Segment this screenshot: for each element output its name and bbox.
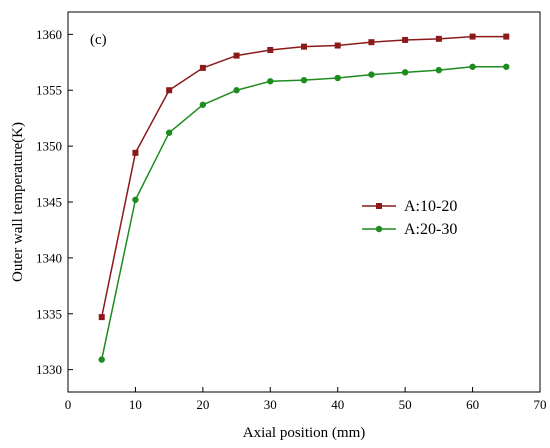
data-point [368, 71, 375, 78]
series-0 [98, 33, 510, 321]
data-point [503, 33, 510, 40]
data-point [166, 87, 173, 94]
data-point [401, 69, 409, 76]
data-point [469, 63, 476, 70]
data-point [98, 356, 105, 363]
data-point [334, 74, 341, 82]
data-point [300, 76, 308, 84]
plot-frame [67, 11, 541, 393]
panel-label: (c) [90, 32, 107, 48]
y-tick-label: 1335 [36, 306, 62, 321]
data-point [267, 78, 274, 85]
data-point [503, 63, 510, 70]
x-tick-label: 50 [399, 397, 412, 412]
data-point [267, 47, 274, 53]
data-point [199, 101, 207, 108]
x-tick-label: 10 [129, 397, 142, 412]
y-tick-label: 1355 [36, 83, 62, 98]
x-tick-label: 20 [196, 397, 209, 412]
x-tick-label: 40 [331, 397, 344, 412]
axis-ticks: 0 10 20 30 40 50 60 70 1330 1335 1340 1345 1350 1355 1… [36, 27, 547, 412]
x-tick-label: 70 [534, 397, 547, 412]
y-tick-label: 1350 [36, 139, 62, 154]
y-axis-title: Outer wall temperature(K) [10, 122, 26, 282]
data-point [98, 314, 105, 321]
data-point [233, 52, 240, 59]
y-tick-label: 1345 [36, 195, 62, 210]
data-point [469, 33, 476, 40]
series-layer [98, 33, 510, 363]
data-point [165, 129, 173, 136]
data-point [233, 87, 240, 94]
data-point [132, 196, 139, 203]
data-point [334, 42, 341, 49]
x-tick-label: 0 [65, 397, 72, 412]
legend-marker-1 [375, 225, 383, 233]
legend: A:10-20 A:20-30 [362, 198, 457, 238]
legend-marker-0 [376, 203, 382, 209]
data-point [368, 39, 375, 46]
legend-label-0: A:10-20 [404, 198, 457, 215]
data-point [402, 36, 409, 43]
data-point [132, 149, 139, 156]
y-tick-label: 1330 [36, 362, 62, 377]
series-1 [98, 63, 510, 363]
x-axis-title: Axial position (mm) [243, 425, 366, 441]
data-point [199, 64, 206, 71]
x-tick-label: 60 [466, 397, 479, 412]
data-point [435, 35, 442, 42]
legend-label-1: A:20-30 [404, 221, 457, 238]
y-tick-label: 1340 [36, 250, 62, 265]
data-point [435, 66, 443, 74]
data-point [301, 43, 307, 50]
x-tick-label: 30 [264, 397, 277, 412]
y-tick-label: 1360 [36, 27, 62, 42]
